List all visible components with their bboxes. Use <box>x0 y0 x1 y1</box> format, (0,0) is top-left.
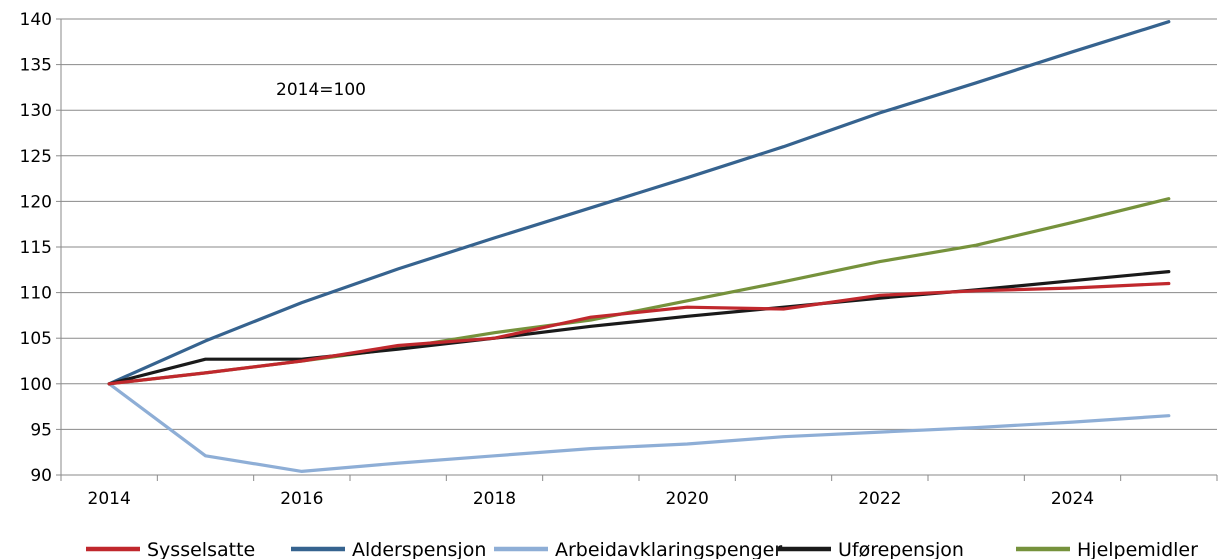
y-tick-label-125: 125 <box>20 147 52 167</box>
x-tick-label-2022: 2022 <box>858 489 901 509</box>
series-line-sysselsatte <box>107 281 1171 386</box>
legend-label-hjelpemidler: Hjelpemidler <box>1077 539 1198 559</box>
y-tick-label-90: 90 <box>30 466 52 486</box>
y-tick-label-120: 120 <box>20 192 52 212</box>
x-tick-label-2014: 2014 <box>88 489 131 509</box>
y-tick-label-110: 110 <box>20 284 52 304</box>
series-lines <box>107 20 1171 473</box>
y-tick-label-100: 100 <box>20 375 52 395</box>
legend: Sysselsatte Alderspensjon Arbeidavklarings… <box>86 539 1198 559</box>
x-tick-label-2020: 2020 <box>666 489 709 509</box>
series-line-arbeidavklaringspenger <box>107 382 1171 473</box>
x-tick-label-2016: 2016 <box>280 489 323 509</box>
legend-label-uf-repensjon: Uførepensjon <box>838 539 964 559</box>
y-tick-label-135: 135 <box>20 56 52 76</box>
x-tick-label-2024: 2024 <box>1051 489 1094 509</box>
x-axis: 2014 2016 2018 2020 2022 2024 <box>60 474 1218 509</box>
gridlines <box>61 18 1217 476</box>
series-line-alderspensjon <box>107 20 1171 386</box>
y-tick-label-130: 130 <box>20 101 52 121</box>
x-tick-label-2018: 2018 <box>473 489 516 509</box>
legend-label-alderspensjon: Alderspensjon <box>352 539 486 559</box>
y-tick-label-115: 115 <box>20 238 52 258</box>
series-line-uf-repensjon <box>107 270 1171 386</box>
legend-label-arbeidavklaringspenger: Arbeidavklaringspenger <box>555 539 782 559</box>
y-tick-label-140: 140 <box>20 10 52 30</box>
y-tick-label-95: 95 <box>30 420 52 440</box>
legend-label-sysselsatte: Sysselsatte <box>147 539 255 559</box>
y-tick-label-105: 105 <box>20 329 52 349</box>
y-axis: 90 95 100 105 110 115 120 125 130 135 140 <box>20 10 62 486</box>
base-year-annotation: 2014=100 <box>276 80 366 100</box>
